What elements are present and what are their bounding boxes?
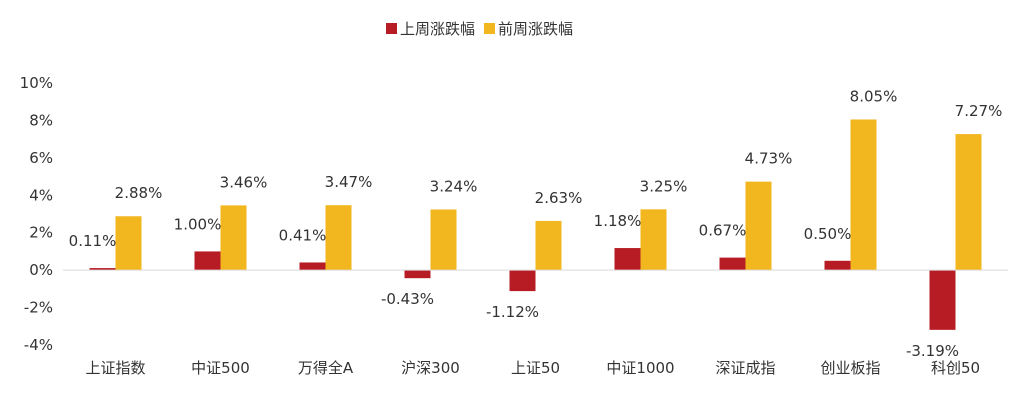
y-tick-label: -4% [24, 336, 53, 354]
x-category-label: 科创50 [931, 359, 980, 377]
y-tick-label: 2% [29, 224, 53, 242]
bar-last-week [509, 270, 536, 292]
data-label: 0.41% [279, 226, 327, 244]
y-tick-label: 10% [20, 74, 53, 92]
legend: 上周涨跌幅 前周涨跌幅 [386, 20, 573, 38]
bar-last-week [824, 260, 851, 271]
data-label: 3.46% [220, 173, 268, 191]
data-label: 7.27% [955, 102, 1003, 120]
data-label: 1.00% [174, 215, 222, 233]
x-category-label: 沪深300 [401, 359, 460, 377]
data-label: 8.05% [850, 87, 898, 105]
legend-label-2: 前周涨跌幅 [498, 20, 573, 38]
bar-last-week [194, 251, 221, 271]
x-category-label: 深证成指 [715, 359, 775, 377]
data-label: 0.11% [69, 232, 117, 250]
bar-last-week [404, 270, 431, 279]
y-tick-label: 6% [29, 149, 53, 167]
y-tick-label: 8% [29, 111, 53, 129]
bar-last-week [89, 268, 116, 271]
x-axis: 上证指数 中证500 万得全A 沪深300 上证50 中证1000 深证成指 创业板指 科创50 [63, 269, 1008, 377]
legend-label-1: 上周涨跌幅 [400, 20, 475, 38]
data-label: 3.24% [430, 178, 478, 196]
bar-last-week [299, 262, 326, 271]
y-tick-label: 0% [29, 261, 53, 279]
bar-prior-week [640, 209, 667, 271]
bar-last-week [929, 270, 956, 330]
data-label: 2.63% [535, 189, 583, 207]
y-axis: 10% 8% 6% 4% 2% 0% -2% -4% [20, 74, 53, 354]
bar-prior-week [115, 216, 142, 271]
bar-prior-week [430, 209, 457, 271]
x-category-label: 万得全A [298, 359, 354, 377]
data-label: 1.18% [594, 212, 642, 230]
data-label: 3.25% [640, 177, 688, 195]
data-label: -0.43% [381, 290, 434, 308]
x-category-label: 创业板指 [820, 359, 880, 377]
y-tick-label: 4% [29, 186, 53, 204]
data-label: 2.88% [115, 184, 163, 202]
legend-swatch-1 [386, 23, 397, 34]
bar-last-week [614, 248, 641, 271]
data-label: 4.73% [745, 150, 793, 168]
bars [89, 119, 982, 330]
bar-last-week [719, 257, 746, 271]
bar-prior-week [955, 134, 982, 271]
legend-swatch-2 [484, 23, 495, 34]
bar-prior-week [220, 205, 247, 271]
x-category-label: 上证指数 [85, 359, 145, 377]
x-category-label: 上证50 [511, 359, 560, 377]
bar-prior-week [325, 205, 352, 271]
bar-prior-week [850, 119, 877, 271]
data-label: -3.19% [906, 342, 959, 360]
data-labels: 0.11% 2.88% 1.00% 3.46% 0.41% 3.47% -0.43% 3.24… [69, 87, 1003, 359]
x-category-label: 中证500 [191, 359, 250, 377]
data-label: 0.67% [699, 222, 747, 240]
data-label: 0.50% [804, 225, 852, 243]
bar-prior-week [745, 181, 772, 271]
data-label: -1.12% [486, 303, 539, 321]
bar-prior-week [535, 220, 562, 271]
data-label: 3.47% [325, 173, 373, 191]
x-category-label: 中证1000 [606, 359, 674, 377]
y-tick-label: -2% [24, 299, 53, 317]
